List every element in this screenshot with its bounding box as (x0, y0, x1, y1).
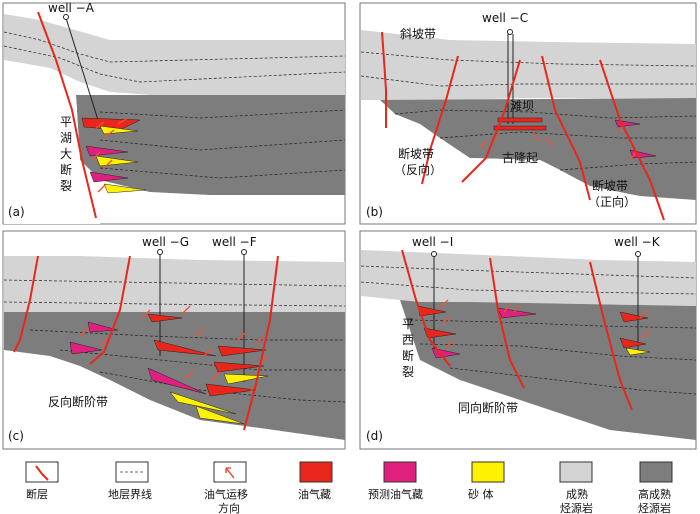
panel-c-oil-3 (217, 345, 267, 357)
panel-d-oil-4 (619, 337, 647, 349)
panel-a-fault-label-4: 断 (60, 162, 72, 177)
legend-predicted-label: 预测油气藏 (368, 487, 423, 501)
panel-b-oil-bar-1 (497, 117, 543, 123)
panel-d-tag: (d) (366, 429, 383, 443)
legend: 断层 地层界线 油气运移 方向 油气藏 预测油气藏 砂 体 成熟 烃源岩 高成熟… (25, 461, 673, 514)
well-a-label: well −A (48, 1, 95, 15)
legend-migration-icon (225, 467, 235, 479)
panel-a-sand-2 (95, 155, 139, 167)
panel-a-mature-layer (4, 14, 345, 95)
panel-c-pred-2 (69, 341, 103, 355)
panel-b-uplift-label: 古隆起 (502, 150, 538, 165)
panel-c-sand-2 (169, 391, 237, 415)
panel-d-oil-2 (423, 327, 457, 339)
panel-a-fault-label-2: 湖 (60, 130, 72, 145)
legend-oil-label: 油气藏 (298, 487, 331, 501)
well-c-head (507, 29, 513, 35)
panel-d-migration-arrows (439, 299, 651, 349)
panel-a-tag: (a) (8, 205, 25, 219)
panel-c-oil-5 (205, 383, 257, 397)
panel-d-horizons (360, 265, 697, 395)
legend-horizon-label: 地层界线 (108, 487, 152, 501)
panel-d-pred-2 (497, 307, 537, 319)
panel-c-tag: (c) (8, 429, 24, 443)
panel-c-pred-3 (147, 367, 207, 395)
panel-b-faults (381, 31, 665, 221)
panel-a-fault-label-5: 裂 (60, 179, 72, 193)
panel-c-pred-1 (87, 321, 119, 333)
panel-b-fault-slope-label-2: 断坡带 (592, 178, 628, 193)
panel-a-fault (37, 11, 97, 219)
legend-predicted-swatch (383, 461, 417, 483)
panel-b-fault-slope-label-1b: （反向） (394, 162, 442, 177)
legend-fault-label: 断层 (26, 487, 48, 501)
panel-d-zone-label: 同向断阶带 (458, 400, 518, 415)
panel-c-migration-arrows (79, 305, 269, 393)
panel-a-fault-label-3: 大 (60, 147, 72, 161)
panel-b-fault-slope-label-2b: （正向） (588, 194, 636, 209)
panel-b-oil-bar-2 (493, 125, 547, 131)
well-i-label: well −I (412, 235, 453, 249)
panel-a-horizons (3, 31, 346, 179)
panel-c-oil-1 (147, 313, 183, 323)
panel-a-pred-1 (85, 145, 129, 157)
panel-c-mature-layer (4, 256, 345, 312)
panel-d-fault-label-2: 西 (402, 333, 414, 347)
panel-d-high-mature-layer (400, 300, 696, 440)
panel-a-pred-2 (89, 171, 129, 183)
panel-b-slope-label: 斜坡带 (400, 27, 436, 41)
panel-b-mature-layer (361, 30, 696, 100)
panel-a-sand-3 (103, 183, 147, 194)
panel-c-faults (13, 255, 279, 431)
well-a-line (65, 17, 99, 121)
legend-oil-swatch (299, 461, 333, 483)
well-g-head (157, 249, 163, 255)
panel-d-fault-label-3: 断 (402, 348, 414, 363)
panel-b-fault-slope-label-1: 断坡带 (398, 146, 434, 161)
well-k-head (635, 251, 641, 257)
legend-mature-swatch (559, 461, 593, 483)
panel-a-high-mature-layer (76, 95, 345, 195)
legend-migration-label-1: 油气运移 (204, 487, 248, 501)
legend-sand-swatch (471, 461, 505, 483)
legend-sand-label: 砂 体 (468, 487, 494, 501)
well-g-label: well −G (142, 235, 189, 249)
panel-d-oil-3 (619, 311, 649, 323)
legend-high-mature-swatch (639, 461, 673, 483)
panel-a-sand-1 (99, 125, 139, 135)
panel-c-high-mature-layer (4, 312, 345, 440)
legend-mature-label-1: 成熟 (566, 487, 588, 501)
legend-high-mature-label-2: 烃源岩 (638, 501, 671, 514)
panel-c-horizons (3, 279, 346, 403)
panel-d-faults (401, 249, 633, 411)
panel-c-sand-3 (195, 405, 245, 425)
well-a-head (63, 14, 69, 20)
panel-a-migration-arrows (91, 117, 129, 193)
legend-migration-label-2: 方向 (218, 501, 240, 514)
well-f-label: well −F (212, 235, 257, 249)
well-f-head (241, 249, 247, 255)
panel-d-mature-layer (361, 250, 696, 306)
panel-b-tag: (b) (366, 205, 383, 219)
panel-d-sand-1 (625, 347, 651, 356)
panel-d-fault-label-4: 裂 (402, 365, 414, 379)
panel-b-beach-label: 滩坝 (510, 99, 534, 113)
legend-high-mature-label-1: 高成熟 (638, 487, 671, 501)
panel-c-zone-label: 反向断阶带 (48, 394, 108, 409)
panel-d-fault-label-1: 平 (402, 317, 414, 331)
well-k-label: well −K (614, 235, 661, 249)
well-i-head (431, 251, 437, 257)
legend-fault-icon (35, 465, 49, 481)
panel-c-oil-4 (213, 361, 265, 373)
panel-c-oil-2 (153, 339, 217, 357)
well-c-label: well −C (482, 11, 528, 25)
panel-a-fault-label-1: 平 (60, 115, 72, 129)
legend-mature-label-2: 烃源岩 (560, 501, 593, 514)
